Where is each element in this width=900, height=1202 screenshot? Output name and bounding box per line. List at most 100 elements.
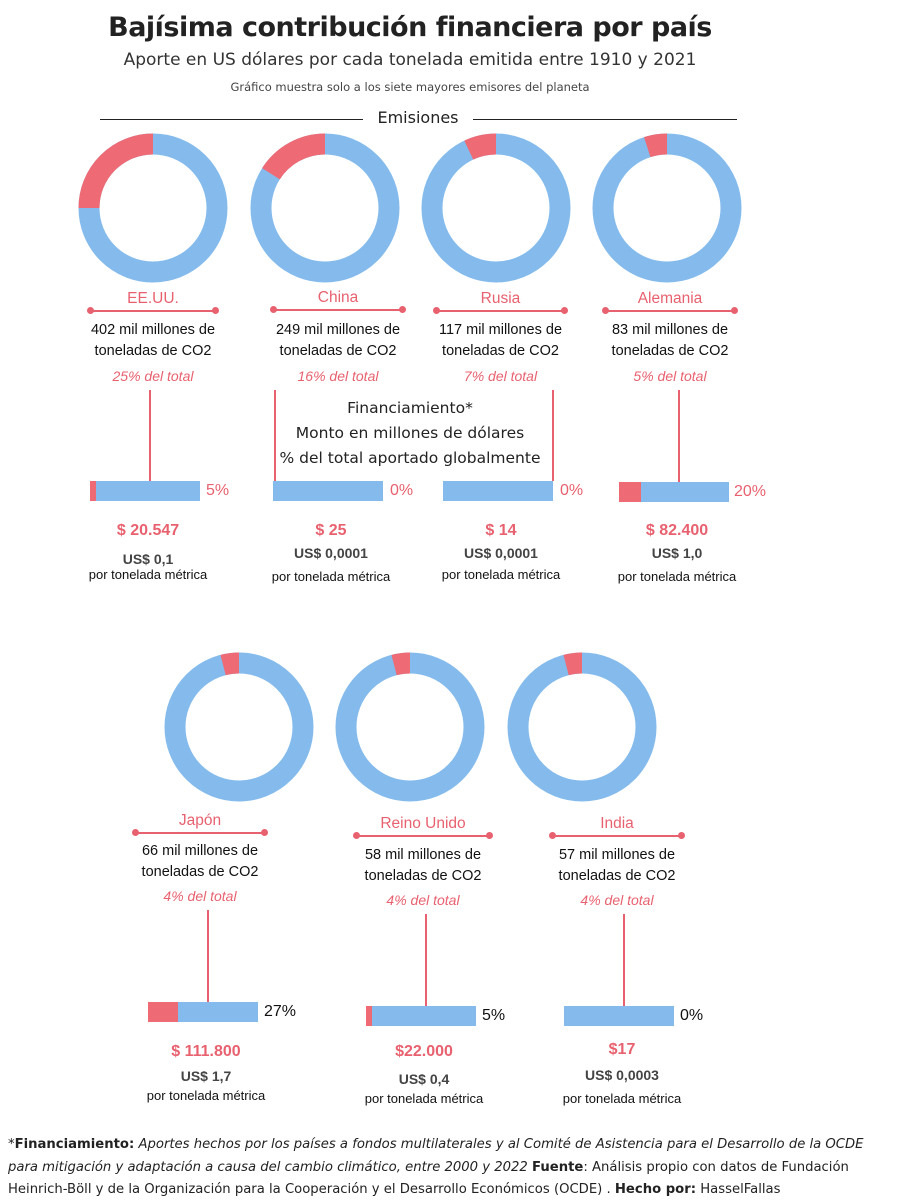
- footer-source-label: Fuente: [532, 1159, 584, 1175]
- per-ton-value-india: US$ 0,0003: [585, 1067, 659, 1083]
- funding-bar-rusia: [443, 481, 553, 501]
- country-line-dot-right: [561, 307, 568, 314]
- country-name-india: India: [600, 815, 634, 832]
- funding-amount-china: $ 25: [315, 522, 347, 539]
- per-ton-value-rusia: US$ 0,0001: [464, 545, 538, 561]
- country-name-china: China: [317, 289, 359, 306]
- funding-amount-alemania: $ 82.400: [645, 522, 709, 539]
- funding-amount-rusia: $ 14: [485, 522, 517, 539]
- country-line-india: [552, 835, 682, 837]
- emissions-line1-ee-uu-: 402 mil millones de: [90, 322, 216, 338]
- share-label-jap-n: 4% del total: [163, 888, 237, 904]
- financing-unit: Monto en millones de dólares: [295, 424, 525, 442]
- connector-line-alemania: [678, 390, 680, 482]
- country-line-reino-unido: [356, 835, 490, 837]
- funding-amount-ee-uu-: $ 20.547: [116, 522, 180, 539]
- donut-share-jap-n: [220, 652, 240, 676]
- country-line-rusia: [436, 310, 565, 312]
- connector-line-reino-unido: [425, 914, 427, 1006]
- country-line-china: [273, 309, 403, 311]
- connector-line-china: [274, 390, 276, 481]
- country-line-dot-right: [731, 307, 738, 314]
- donut-share-alemania: [643, 133, 668, 158]
- share-label-rusia: 7% del total: [463, 368, 538, 384]
- funding-pct-rusia: 0%: [560, 482, 584, 499]
- per-ton-value-china: US$ 0,0001: [294, 545, 368, 561]
- emissions-line2-india: toneladas de CO2: [558, 868, 676, 884]
- section-rule-left: [100, 119, 363, 120]
- donut-remainder-jap-n: [164, 652, 314, 802]
- donut-alemania: [592, 133, 742, 283]
- emissions-line2-china: toneladas de CO2: [279, 343, 397, 359]
- donut-share-ee-uu-: [78, 133, 154, 209]
- country-name-jap-n: Japón: [178, 812, 222, 829]
- page-note: Gráfico muestra solo a los siete mayores…: [230, 80, 590, 94]
- funding-bar-ee-uu-: [90, 481, 200, 501]
- funding-bar-alemania: [619, 482, 729, 502]
- donut-share-india: [563, 652, 583, 676]
- per-ton-label-china: por tonelada métrica: [271, 569, 391, 584]
- funding-bar-fill-reino-unido: [366, 1006, 372, 1026]
- funding-amount-jap-n: $ 111.800: [171, 1043, 241, 1060]
- country-name-rusia: Rusia: [480, 290, 521, 307]
- share-label-china: 16% del total: [297, 368, 379, 384]
- emissions-line2-rusia: toneladas de CO2: [442, 343, 559, 359]
- footer-note: *Financiamiento: Aportes hechos por los …: [8, 1137, 864, 1198]
- funding-bar-fill-ee-uu-: [90, 481, 96, 501]
- country-line-dot-left: [132, 829, 139, 836]
- footer-source-text: : Análisis propio con datos de Fundación…: [8, 1159, 849, 1198]
- footer-def-text: Aportes hechos por los países a fondos m…: [8, 1137, 864, 1175]
- funding-bar-fill-jap-n: [148, 1002, 178, 1022]
- donut-remainder-india: [507, 652, 657, 802]
- country-line-dot-left: [433, 307, 440, 314]
- donut-china: [250, 133, 400, 283]
- emissions-line2-jap-n: toneladas de CO2: [141, 864, 259, 880]
- connector-line-jap-n: [207, 910, 209, 1002]
- emissions-line2-ee-uu-: toneladas de CO2: [94, 343, 212, 359]
- country-line-alemania: [605, 310, 735, 312]
- country-name-reino-unido: Reino Unido: [380, 815, 466, 832]
- financing-header: Financiamiento* Monto en millones de dól…: [270, 396, 550, 471]
- donut-reino-unido: [335, 652, 485, 802]
- donut-remainder-rusia: [421, 133, 571, 283]
- share-label-reino-unido: 4% del total: [386, 892, 460, 908]
- emissions-line2-reino-unido: toneladas de CO2: [364, 868, 482, 884]
- per-ton-value-alemania: US$ 1,0: [651, 545, 703, 561]
- per-ton-label-rusia: por tonelada métrica: [441, 567, 561, 582]
- country-line-dot-right: [212, 307, 219, 314]
- funding-bar-jap-n: [148, 1002, 258, 1022]
- country-line-dot-left: [602, 307, 609, 314]
- per-ton-label-alemania: por tonelada métrica: [617, 569, 737, 584]
- country-name-alemania: Alemania: [637, 290, 703, 307]
- emissions-line1-alemania: 83 mil millones de: [611, 322, 729, 338]
- emissions-line1-jap-n: 66 mil millones de: [141, 843, 259, 859]
- funding-pct-ee-uu-: 5%: [206, 482, 230, 499]
- donut-share-reino-unido: [391, 652, 411, 676]
- country-line-ee-uu-: [90, 310, 216, 312]
- funding-bar-reino-unido: [366, 1006, 476, 1026]
- country-line-dot-left: [87, 307, 94, 314]
- donut-jap-n: [164, 652, 314, 802]
- funding-pct-alemania: 20%: [734, 483, 767, 500]
- country-line-dot-left: [353, 832, 360, 839]
- emissions-line1-india: 57 mil millones de: [558, 847, 676, 863]
- donut-share-china: [262, 133, 326, 180]
- funding-bar-india: [564, 1006, 674, 1026]
- country-line-jap-n: [135, 832, 265, 834]
- share-label-india: 4% del total: [580, 892, 654, 908]
- funding-pct-china: 0%: [390, 482, 414, 499]
- per-ton-label-reino-unido: por tonelada métrica: [364, 1091, 484, 1106]
- country-line-dot-right: [486, 832, 493, 839]
- country-line-dot-right: [678, 832, 685, 839]
- section-label-emissions: Emisiones: [377, 108, 459, 127]
- funding-pct-jap-n: 27%: [264, 1003, 297, 1020]
- country-line-dot-right: [261, 829, 268, 836]
- financing-title: Financiamiento*: [347, 399, 473, 417]
- country-name-ee-uu-: EE.UU.: [127, 290, 179, 307]
- share-label-alemania: 5% del total: [633, 368, 707, 384]
- funding-bar-fill-alemania: [619, 482, 641, 502]
- country-line-dot-left: [549, 832, 556, 839]
- country-line-dot-right: [399, 306, 406, 313]
- per-ton-label-india: por tonelada métrica: [562, 1091, 682, 1106]
- funding-bar-china: [273, 481, 383, 501]
